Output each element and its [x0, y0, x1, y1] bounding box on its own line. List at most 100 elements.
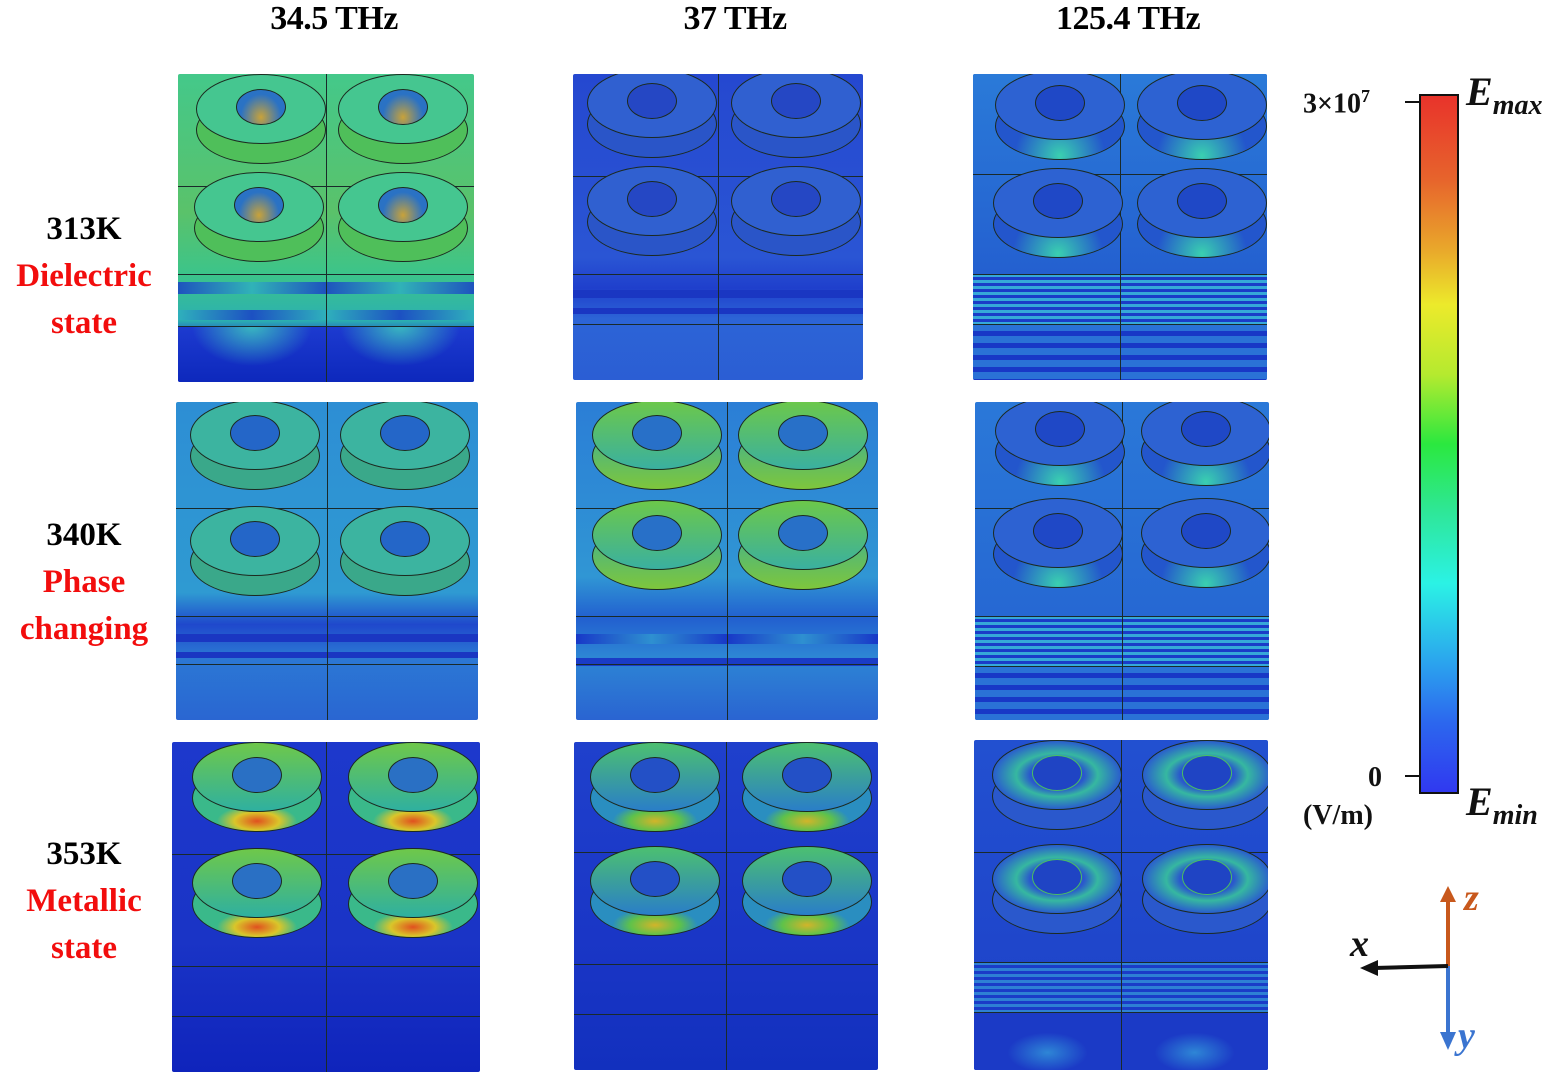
layer-boundary	[574, 964, 878, 965]
row-temperature: 353K	[46, 836, 122, 872]
emax-symbol: E	[1466, 69, 1493, 114]
colorbar-max-mantissa: 3×10	[1303, 88, 1361, 120]
resonator-ring	[590, 846, 720, 938]
resonator-ring	[1137, 168, 1267, 260]
colorbar-emin-label: Emin	[1466, 778, 1538, 832]
colorbar-emax-label: Emax	[1466, 68, 1542, 122]
row-state: changing	[19, 611, 149, 647]
resonator-ring	[587, 74, 717, 160]
unit-cell-boundary	[974, 852, 1268, 853]
colorbar-min-value: 0	[1368, 762, 1382, 793]
resonator-ring	[338, 172, 468, 264]
row-state: Dielectric	[16, 258, 152, 294]
coordinate-axes-icon	[1360, 886, 1456, 1050]
colorbar-max-value: 3×107	[1303, 86, 1370, 120]
resonator-ring	[340, 402, 470, 492]
layer-boundary	[176, 616, 478, 617]
layer-boundary	[974, 1012, 1268, 1013]
colorbar-unit: (V/m)	[1303, 800, 1373, 831]
field-panel-353k-125-4thz	[974, 740, 1268, 1070]
unit-cell-boundary	[327, 402, 328, 720]
layer-boundary	[176, 664, 478, 665]
resonator-ring	[592, 500, 722, 592]
resonator-ring	[1141, 402, 1269, 488]
resonator-ring	[338, 74, 468, 166]
unit-cell-boundary	[975, 508, 1269, 509]
layer-boundary	[973, 274, 1267, 275]
resonator-ring	[731, 166, 861, 258]
unit-cell-boundary	[176, 508, 478, 509]
field-panel-313k-34-5thz	[178, 74, 474, 382]
field-panel-313k-125-4thz	[973, 74, 1267, 380]
field-panel-340k-125-4thz	[975, 402, 1269, 720]
resonator-ring	[190, 506, 320, 598]
unit-cell-boundary	[326, 74, 327, 382]
resonator-ring	[348, 848, 478, 940]
field-panel-340k-37thz	[576, 402, 878, 720]
unit-cell-boundary	[1122, 402, 1123, 720]
row-label-340k: 340K Phase changing	[0, 512, 168, 653]
layer-boundary	[974, 962, 1268, 963]
axis-label-y: y	[1458, 1015, 1475, 1057]
layer-boundary	[178, 326, 474, 327]
field-panel-340k-34-5thz	[176, 402, 478, 720]
layer-boundary	[975, 616, 1269, 617]
colorbar	[1419, 94, 1459, 794]
unit-cell-boundary	[178, 186, 474, 187]
layer-boundary	[573, 274, 863, 275]
layer-boundary	[973, 324, 1267, 325]
axis-label-z: z	[1464, 877, 1479, 919]
layer-boundary	[178, 274, 474, 275]
row-state: state	[51, 305, 117, 341]
resonator-ring	[992, 844, 1122, 936]
colorbar-min-tick	[1405, 775, 1419, 777]
resonator-ring	[340, 506, 470, 598]
resonator-ring	[995, 74, 1125, 162]
unit-cell-boundary	[573, 176, 863, 177]
resonator-ring	[992, 740, 1122, 832]
layer-boundary	[573, 324, 863, 325]
resonator-ring	[731, 74, 861, 160]
emin-symbol: E	[1466, 779, 1493, 824]
resonator-ring	[1142, 740, 1268, 832]
unit-cell-boundary	[973, 174, 1267, 175]
colorbar-max-tick	[1405, 101, 1419, 103]
emax-subscript: max	[1492, 90, 1543, 121]
layer-boundary	[172, 966, 480, 967]
row-state: state	[51, 930, 117, 966]
unit-cell-boundary	[727, 402, 728, 720]
resonator-ring	[348, 742, 478, 834]
resonator-ring	[592, 402, 722, 492]
resonator-ring	[742, 846, 872, 938]
resonator-ring	[993, 168, 1123, 260]
field-panel-353k-37thz	[574, 742, 878, 1070]
resonator-ring	[993, 498, 1123, 590]
unit-cell-boundary	[326, 742, 327, 1072]
unit-cell-boundary	[172, 854, 480, 855]
resonator-ring	[190, 402, 320, 492]
resonator-ring	[1137, 74, 1267, 162]
resonator-ring	[995, 402, 1125, 488]
resonator-ring	[590, 742, 720, 834]
unit-cell-boundary	[576, 508, 878, 509]
unit-cell-boundary	[726, 742, 727, 1070]
field-panel-353k-34-5thz	[172, 742, 480, 1072]
layer-boundary	[975, 666, 1269, 667]
row-temperature: 340K	[46, 517, 122, 553]
layer-boundary	[576, 664, 878, 665]
resonator-ring	[738, 500, 868, 592]
layer-boundary	[172, 1016, 480, 1017]
column-title-125-4-thz: 125.4 THz	[1055, 0, 1201, 37]
row-label-313k: 313K Dielectric state	[0, 206, 168, 347]
unit-cell-boundary	[1121, 740, 1122, 1070]
colorbar-max-exponent: 7	[1360, 86, 1370, 106]
resonator-ring	[196, 74, 326, 166]
resonator-ring	[194, 172, 324, 264]
layer-boundary	[576, 616, 878, 617]
resonator-ring	[738, 402, 868, 492]
axis-label-x: x	[1350, 923, 1369, 965]
resonator-ring	[742, 742, 872, 834]
row-state: Phase	[42, 564, 126, 600]
field-panel-313k-37thz	[573, 74, 863, 380]
emin-subscript: min	[1492, 800, 1538, 831]
